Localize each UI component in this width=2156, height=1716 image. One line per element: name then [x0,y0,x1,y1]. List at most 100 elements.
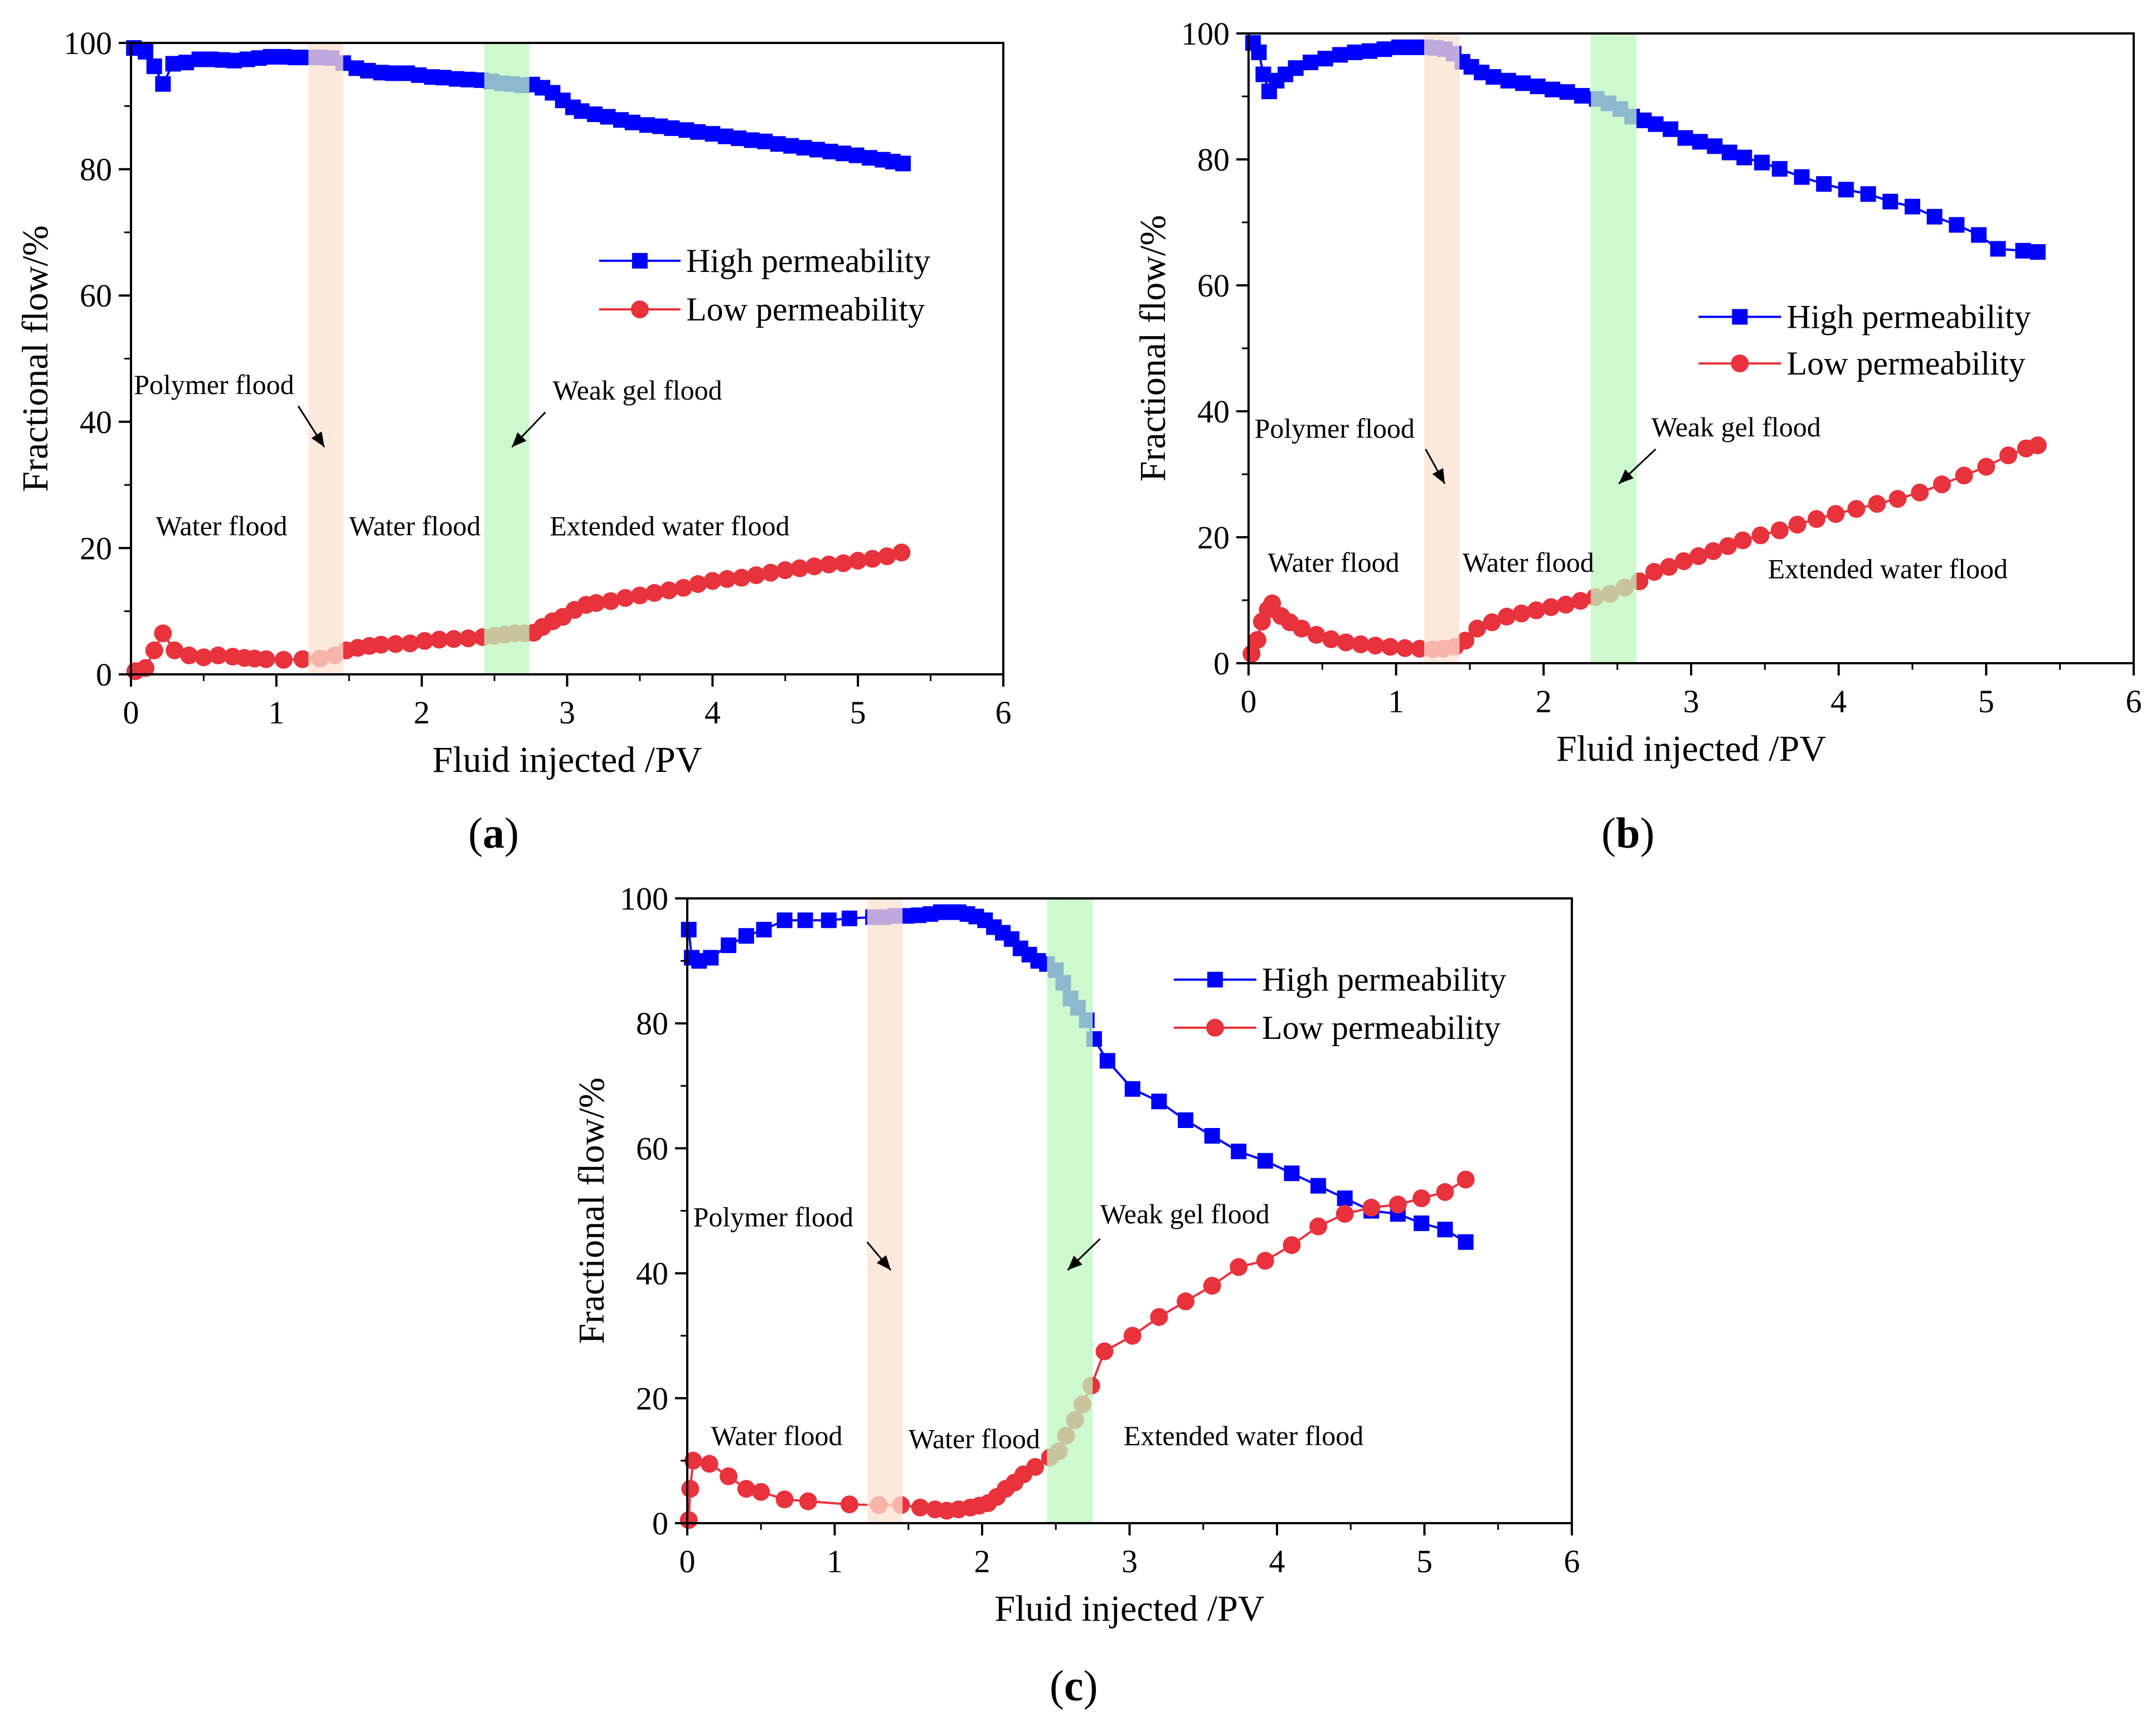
point-high-a [690,124,706,140]
point-low-b [1847,500,1866,518]
point-low-c [1336,1205,1354,1223]
y-tick-label-c: 0 [652,1505,668,1542]
point-high-a [263,48,279,65]
point-low-a [820,555,838,573]
point-high-c [1310,1178,1327,1194]
point-low-a [747,566,765,585]
point-high-c [797,912,813,929]
legend-marker-low-a [630,300,649,319]
point-high-a [460,71,477,87]
annotation-water2-b: Water flood [1463,547,1594,578]
point-low-b [1468,619,1487,638]
point-high-c [721,937,737,954]
x-tick-label-b: 0 [1241,683,1257,720]
point-low-b [1719,537,1737,555]
y-tick-label-b: 60 [1197,268,1230,304]
point-low-a [761,563,780,582]
point-high-b [1692,134,1708,150]
point-high-a [757,133,773,149]
point-low-c [752,1482,770,1501]
point-low-a [630,586,649,605]
point-high-a [862,150,878,166]
point-high-c [756,922,772,938]
annotation-gel-a: Weak gel flood [552,375,722,406]
point-low-a [154,624,172,643]
point-low-b [1932,475,1951,494]
arrowhead-polymer-c [876,1255,891,1270]
point-low-c [684,1451,702,1470]
y-tick-label-b: 0 [1213,645,1230,682]
point-low-b [1483,613,1501,631]
point-low-b [1911,483,1929,502]
point-low-b [1888,490,1907,508]
point-low-a [293,650,312,668]
point-low-a [372,635,390,654]
arrowhead-gel-c [1067,1256,1082,1270]
point-high-b [1860,186,1876,202]
point-high-b [1391,39,1407,55]
x-tick-label-a: 2 [414,694,430,731]
x-tick-label-a: 5 [850,694,866,731]
point-high-b [1971,227,1987,243]
x-tick-label-a: 1 [268,694,284,731]
annotation-polymer-b: Polymer flood [1255,412,1415,444]
polymer-band-c [867,898,903,1523]
point-low-c [720,1467,738,1485]
point-high-a [385,65,401,81]
arrowhead-polymer-b [1432,468,1445,484]
point-high-b [1736,149,1752,166]
point-low-a [195,648,213,667]
point-low-b [1689,547,1708,565]
point-high-c [776,912,793,929]
point-high-c [1458,1234,1474,1250]
point-high-c [681,922,697,938]
legend-label-low-a: Low permeability [686,291,925,328]
x-tick-label-c: 1 [827,1543,843,1579]
point-low-b [1498,607,1516,626]
point-high-a [705,126,721,142]
y-tick-label-a: 40 [80,404,112,440]
point-low-a [878,547,896,566]
x-tick-label-b: 3 [1683,683,1699,720]
point-high-b [1559,84,1575,100]
y-tick-label-c: 40 [636,1256,668,1292]
point-low-b [1366,636,1385,655]
point-low-a [401,634,419,653]
point-low-b [1322,630,1341,649]
point-low-b [1660,558,1678,576]
point-high-a [822,143,838,159]
point-high-b [1816,176,1832,192]
point-high-b [1648,116,1664,132]
y-axis-title-b: Fractional flow/% [1133,215,1173,482]
point-low-b [1704,542,1722,560]
caption-c: (c) [1050,1661,1098,1710]
point-high-b [1574,87,1590,104]
point-high-b [1347,44,1363,60]
series-line-high-b [1252,42,2038,254]
point-high-a [226,52,242,69]
x-tick-label-b: 6 [2126,683,2142,720]
x-tick-label-b: 1 [1388,683,1404,720]
point-high-b [1707,138,1723,154]
x-tick-label-c: 6 [1564,1543,1580,1579]
y-tick-label-b: 20 [1197,519,1230,556]
legend-marker-high-c [1207,971,1223,988]
arrowhead-gel-a [512,432,527,448]
x-tick-label-b: 2 [1536,683,1552,720]
polymer-band-b [1424,33,1460,663]
legend-label-high-b: High permeability [1786,299,2031,336]
point-low-a [892,543,911,562]
point-low-a [137,659,155,677]
point-high-a [178,55,195,71]
y-tick-label-b: 40 [1197,393,1230,430]
point-low-b [1955,466,1973,485]
plot-frame-a [130,42,1004,675]
point-low-b [1571,592,1590,610]
point-low-a [645,584,663,602]
point-high-b [1485,69,1502,85]
point-low-b [1512,604,1531,623]
point-low-c [1309,1217,1328,1236]
y-tick-label-a: 100 [64,25,112,61]
